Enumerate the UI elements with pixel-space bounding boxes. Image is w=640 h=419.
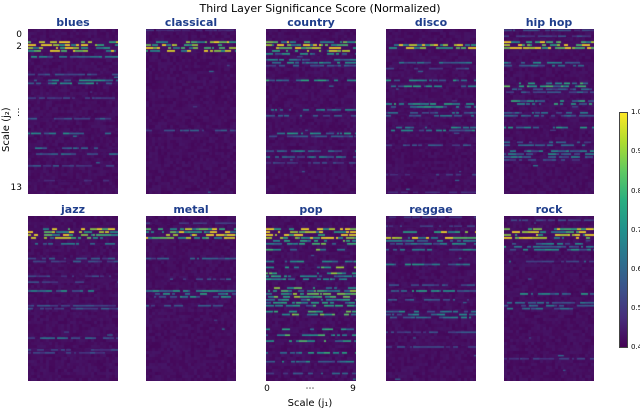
y-tick-0: 0 (16, 30, 22, 40)
heatmap-panel-reggae: reggae (386, 203, 476, 381)
genre-label: hip hop (525, 16, 573, 29)
colorbar-tick-0.6: 0.6 (631, 265, 640, 273)
heatmap-canvas-metal (146, 216, 236, 381)
colorbar-tick-0.7: 0.7 (631, 226, 640, 234)
heatmap-canvas-jazz (28, 216, 118, 381)
heatmap-panel-disco: disco (386, 16, 476, 194)
genre-label: classical (164, 16, 218, 29)
heatmap-panel-blues: blues (28, 16, 118, 194)
colorbar-tick-1.0: 1.0 (631, 108, 640, 116)
x-tick-0: 0 (264, 384, 270, 394)
heatmap-panel-hiphop: hip hop (504, 16, 594, 194)
genre-label: disco (414, 16, 448, 29)
colorbar-tick-0.4: 0.4 (631, 343, 640, 351)
genre-label: metal (173, 203, 209, 216)
colorbar-tick-0.5: 0.5 (631, 304, 640, 312)
heatmap-panel-jazz: jazz (28, 203, 118, 381)
genre-label: jazz (61, 203, 85, 216)
y-tick-2: 2 (16, 42, 22, 52)
y-tick-13: 13 (10, 183, 22, 193)
heatmap-canvas-classical (146, 29, 236, 194)
heatmap-canvas-blues (28, 29, 118, 194)
heatmap-panel-rock: rock (504, 203, 594, 381)
x-tick-9: 9 (350, 384, 356, 394)
colorbar-tick-0.8: 0.8 (631, 187, 640, 195)
heatmap-canvas-reggae (386, 216, 476, 381)
heatmap-canvas-pop (266, 216, 356, 381)
heatmap-panel-metal: metal (146, 203, 236, 381)
genre-label: pop (299, 203, 323, 216)
heatmap-panel-pop: pop (266, 203, 356, 381)
heatmap-panel-country: country (266, 16, 356, 194)
chart-title: Third Layer Significance Score (Normaliz… (199, 2, 441, 15)
heatmap-canvas-rock (504, 216, 594, 381)
x-tick-dots: ⋯ (305, 384, 315, 394)
heatmap-panel-classical: classical (146, 16, 236, 194)
heatmap-canvas-disco (386, 29, 476, 194)
genre-label: rock (535, 203, 563, 216)
genre-label: reggae (409, 203, 453, 216)
genre-label: country (287, 16, 335, 29)
colorbar-gradient (619, 112, 628, 348)
y-tick-dots: ⋮ (14, 108, 23, 118)
genre-label: blues (56, 16, 90, 29)
colorbar-tick-0.9: 0.9 (631, 147, 640, 155)
x-axis-label: Scale (j₁) (287, 398, 333, 409)
heatmap-canvas-country (266, 29, 356, 194)
y-axis-label: Scale (j₂) (1, 107, 12, 152)
heatmap-canvas-hiphop (504, 29, 594, 194)
